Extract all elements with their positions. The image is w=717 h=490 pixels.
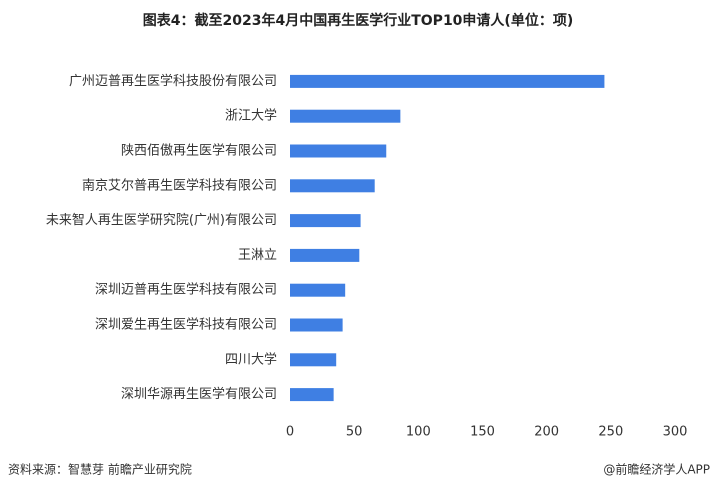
bar [290, 248, 360, 262]
bar [290, 109, 401, 123]
y-tick-label: 广州迈普再生医学科技股份有限公司 [69, 73, 277, 89]
y-tick-label: 未来智人再生医学研究院(广州)有限公司 [46, 212, 277, 228]
source-note: 资料来源：智慧芽 前瞻产业研究院 [8, 462, 192, 477]
x-tick-label: 200 [534, 425, 559, 440]
x-tick-label: 150 [470, 425, 495, 440]
y-tick-label: 陕西佰傲再生医学有限公司 [121, 143, 277, 159]
y-tick-label: 四川大学 [225, 351, 277, 367]
y-tick-label: 深圳迈普再生医学科技有限公司 [95, 282, 277, 298]
bar [290, 283, 346, 297]
bar [290, 74, 605, 88]
y-tick-label: 南京艾尔普再生医学科技有限公司 [82, 177, 277, 193]
bar [290, 144, 387, 158]
chart-title: 图表4：截至2023年4月中国再生医学行业TOP10申请人(单位：项) [143, 12, 573, 29]
x-tick-label: 50 [346, 425, 363, 440]
bar [290, 179, 375, 193]
x-tick-label: 0 [286, 425, 294, 440]
bar [290, 214, 361, 228]
bar [290, 318, 343, 332]
y-tick-label: 浙江大学 [225, 108, 277, 124]
x-tick-label: 300 [663, 425, 688, 440]
credit: @前瞻经济学人APP [603, 462, 710, 477]
y-tick-label: 王淋立 [238, 248, 277, 263]
x-tick-label: 250 [598, 425, 623, 440]
y-tick-label: 深圳爱生再生医学科技有限公司 [95, 317, 277, 333]
x-tick-label: 100 [406, 425, 431, 440]
y-tick-label: 深圳华源再生医学有限公司 [121, 386, 277, 402]
bar [290, 388, 334, 402]
bar [290, 353, 337, 367]
